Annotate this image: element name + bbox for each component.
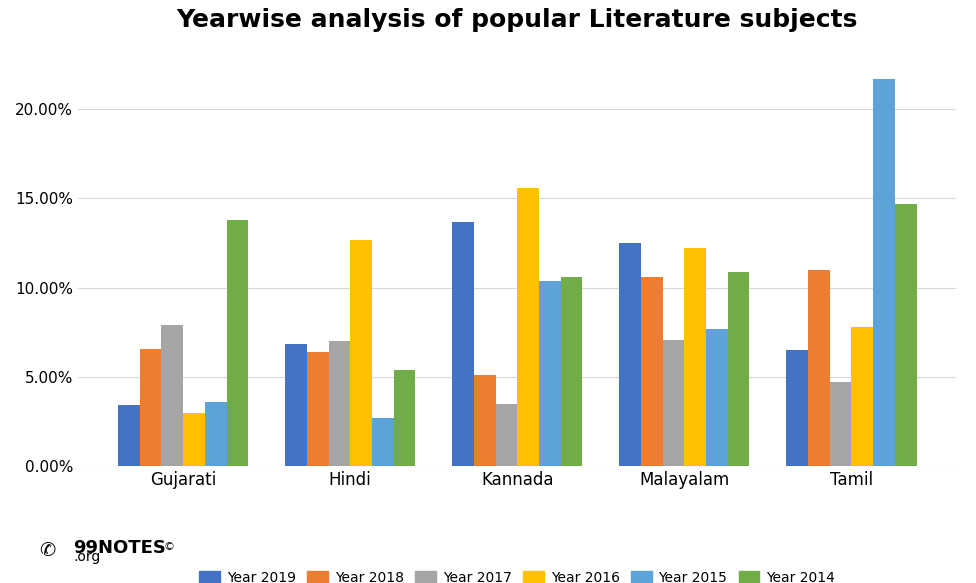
Bar xyxy=(183,413,205,466)
Bar xyxy=(161,325,183,466)
Bar xyxy=(787,350,808,466)
Bar xyxy=(350,240,372,466)
Bar xyxy=(561,277,583,466)
Title: Yearwise analysis of popular Literature subjects: Yearwise analysis of popular Literature … xyxy=(177,8,858,32)
Bar xyxy=(895,204,916,466)
Bar xyxy=(539,280,561,466)
Bar xyxy=(808,270,830,466)
Bar xyxy=(851,327,874,466)
Bar xyxy=(329,342,350,466)
Text: 99NOTES: 99NOTES xyxy=(73,539,166,557)
Bar xyxy=(205,402,226,466)
Text: ✆: ✆ xyxy=(39,540,56,560)
Bar xyxy=(641,277,663,466)
Bar xyxy=(140,349,161,466)
Bar xyxy=(706,329,728,466)
Bar xyxy=(226,220,248,466)
Bar xyxy=(874,79,895,466)
Legend: Year 2019, Year 2018, Year 2017, Year 2016, Year 2015, Year 2014: Year 2019, Year 2018, Year 2017, Year 20… xyxy=(194,566,840,583)
Bar xyxy=(830,382,851,466)
Bar xyxy=(306,352,329,466)
Bar xyxy=(452,222,473,466)
Bar xyxy=(619,243,641,466)
Bar xyxy=(285,344,306,466)
Bar xyxy=(372,418,393,466)
Text: .org: .org xyxy=(73,550,101,564)
Bar xyxy=(728,272,750,466)
Bar xyxy=(118,405,140,466)
Bar xyxy=(517,188,539,466)
Bar xyxy=(663,339,684,466)
Bar xyxy=(393,370,416,466)
Bar xyxy=(684,248,706,466)
Bar xyxy=(473,375,496,466)
Text: ©: © xyxy=(164,542,175,552)
Bar xyxy=(496,404,517,466)
